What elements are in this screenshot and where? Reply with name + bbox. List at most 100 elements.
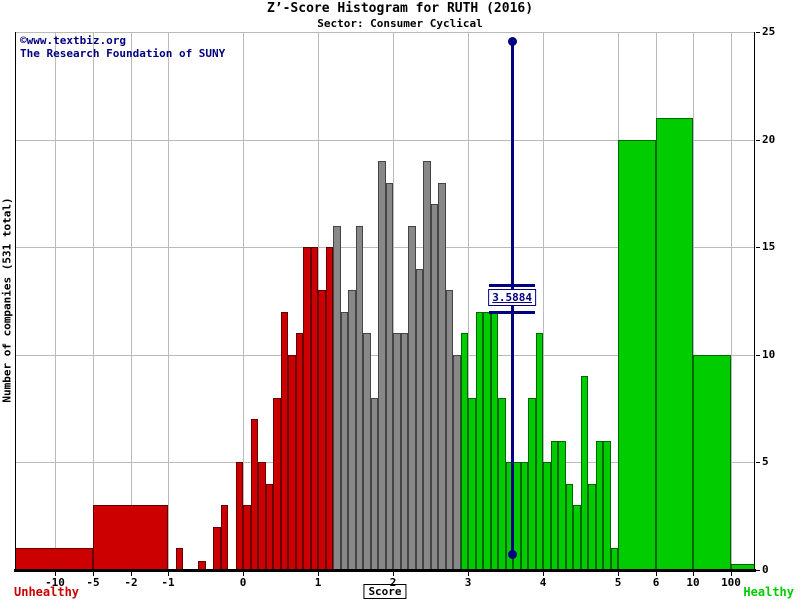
x-tick-mark — [318, 572, 319, 576]
histogram-bar — [273, 397, 281, 570]
x-tick-label: 3 — [464, 576, 472, 589]
x-tick-mark — [393, 572, 394, 576]
histogram-bar — [288, 354, 296, 570]
histogram-bar — [550, 440, 558, 570]
x-tick-mark — [93, 572, 94, 576]
histogram-bar — [15, 548, 93, 570]
histogram-bar — [445, 290, 453, 570]
histogram-bar — [295, 333, 303, 570]
watermark: ©www.textbiz.org The Research Foundation… — [20, 34, 225, 60]
vertical-gridline — [731, 32, 732, 570]
marker-upper-crossbar — [489, 284, 536, 287]
histogram-bar — [325, 247, 333, 570]
histogram-bar — [408, 225, 416, 570]
x-tick-label: 10 — [686, 576, 700, 589]
x-tick-label: 2 — [389, 576, 397, 589]
histogram-bar — [280, 311, 288, 570]
y-tick-label: 10 — [762, 347, 776, 361]
histogram-bar — [468, 397, 476, 570]
chart-subtitle: Sector: Consumer Cyclical — [317, 17, 483, 30]
x-tick-mark — [243, 572, 244, 576]
marker-bottom-dot — [508, 550, 518, 559]
y-tick-mark — [756, 139, 760, 141]
histogram-bar — [265, 483, 273, 570]
x-tick-mark — [55, 572, 56, 576]
histogram-bar — [498, 397, 506, 570]
horizontal-gridline — [15, 32, 755, 33]
x-tick-label: 0 — [239, 576, 247, 589]
x-tick-label: 1 — [314, 576, 322, 589]
histogram-bar — [558, 440, 566, 570]
vertical-gridline — [131, 32, 132, 570]
vertical-gridline — [393, 32, 394, 570]
histogram-bar — [573, 505, 581, 570]
y-tick-mark — [756, 570, 760, 571]
histogram-bar — [370, 397, 378, 570]
histogram-bar — [438, 182, 446, 570]
vertical-gridline — [543, 32, 544, 570]
histogram-bar — [258, 462, 266, 570]
histogram-bar — [340, 311, 348, 570]
x-tick-mark — [656, 572, 657, 576]
plot-border-left — [15, 32, 16, 570]
x-tick-mark — [468, 572, 469, 576]
healthy-label: Healthy — [743, 585, 794, 599]
histogram-bar — [243, 505, 251, 570]
x-tick-mark — [168, 572, 169, 576]
histogram-bar — [355, 225, 363, 570]
histogram-bar — [385, 182, 393, 570]
vertical-gridline — [93, 32, 94, 570]
y-tick-label: 5 — [762, 455, 769, 469]
vertical-gridline — [243, 32, 244, 570]
plot-area: ©www.textbiz.org The Research Foundation… — [15, 32, 755, 570]
x-tick-mark — [131, 572, 132, 576]
histogram-bar — [378, 161, 386, 570]
histogram-bar — [175, 548, 183, 570]
histogram-bar — [318, 290, 326, 570]
x-tick-label: 5 — [614, 576, 622, 589]
histogram-bar — [490, 311, 498, 570]
plot-border-right — [754, 32, 755, 570]
histogram-bar — [423, 161, 431, 570]
x-tick-label: -2 — [124, 576, 138, 589]
horizontal-gridline — [15, 139, 755, 141]
marker-top-dot — [508, 37, 518, 46]
histogram-bar — [610, 548, 618, 570]
x-tick-label: -1 — [161, 576, 175, 589]
x-axis-line — [14, 569, 756, 572]
histogram-bar — [235, 462, 243, 570]
y-tick-mark — [756, 32, 760, 33]
unhealthy-label: Unhealthy — [14, 585, 80, 599]
histogram-bar — [310, 247, 318, 570]
x-axis-title: Score — [363, 584, 407, 599]
histogram-bar — [333, 225, 341, 570]
histogram-bar — [415, 268, 423, 570]
histogram-bar — [618, 139, 656, 570]
y-tick-mark — [756, 462, 760, 464]
histogram-bar — [693, 354, 731, 570]
y-tick-label: 25 — [762, 25, 776, 38]
y-axis-title: Number of companies (531 total) — [0, 197, 14, 403]
histogram-bar — [453, 354, 461, 570]
histogram-bar — [250, 419, 258, 570]
watermark-org: The Research Foundation of SUNY — [20, 47, 226, 60]
histogram-bar — [460, 333, 468, 570]
x-tick-label: 100 — [721, 576, 741, 589]
vertical-gridline — [168, 32, 169, 570]
histogram-bar — [430, 204, 438, 570]
x-tick-mark — [693, 572, 694, 576]
y-tick-mark — [756, 354, 760, 356]
x-tick-label: -5 — [86, 576, 100, 589]
x-tick-label: -10 — [45, 576, 65, 589]
histogram-bar — [528, 397, 536, 570]
y-tick-label: 20 — [762, 132, 776, 146]
chart-title: Z’-Score Histogram for RUTH (2016) — [266, 1, 534, 16]
histogram-bar — [475, 311, 483, 570]
histogram-bar — [483, 311, 491, 570]
x-tick-mark — [731, 572, 732, 576]
y-tick-label: 15 — [762, 240, 776, 254]
histogram-bar — [656, 118, 693, 570]
histogram-bar — [603, 440, 611, 570]
histogram-bar — [565, 483, 573, 570]
